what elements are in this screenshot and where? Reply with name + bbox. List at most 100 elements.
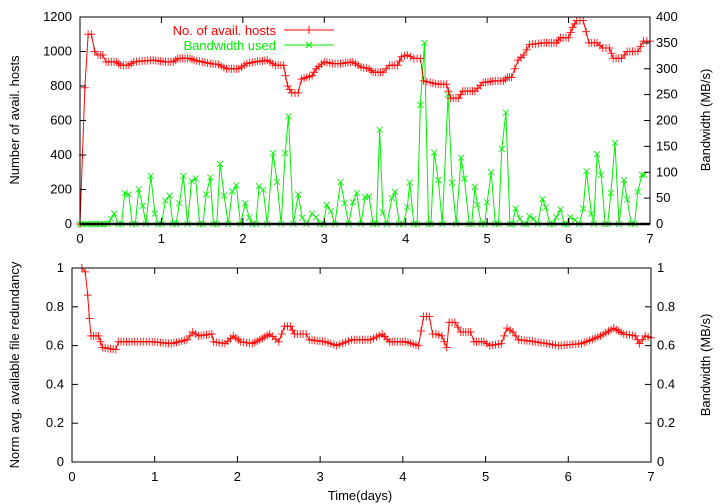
top-plot-ticks: 0 1 2 3 4 5 6 702004006008001000120005010015020…	[43, 9, 678, 246]
point-bandwidth-used	[228, 188, 236, 195]
top-plot-marks	[76, 16, 654, 228]
point-norm-avg-available-file-redundancy	[111, 345, 120, 354]
legend: No. of avail. hosts Bandwidth used	[173, 23, 334, 53]
point-bandwidth-used	[241, 199, 249, 207]
point-bandwidth-used	[516, 215, 524, 223]
point-no-of-avail-hosts	[570, 19, 579, 28]
x-tick-label: 6	[565, 469, 572, 484]
bottom-plot-frame	[71, 267, 652, 463]
point-norm-avg-available-file-redundancy	[277, 329, 286, 338]
point-no-of-avail-hosts	[185, 54, 194, 63]
point-bandwidth-used	[553, 213, 560, 221]
point-bandwidth-used	[502, 109, 510, 117]
y-tick-label: 0.6	[46, 338, 64, 353]
point-norm-avg-available-file-redundancy	[207, 329, 216, 338]
point-no-of-avail-hosts	[499, 76, 508, 85]
point-no-of-avail-hosts	[279, 61, 288, 70]
point-bandwidth-used	[607, 189, 615, 197]
point-bandwidth-used	[162, 197, 169, 205]
point-no-of-avail-hosts	[90, 47, 99, 56]
x-tick-label: 2	[234, 469, 241, 484]
x-tick-label: 3	[321, 231, 328, 246]
point-bandwidth-used	[269, 149, 277, 157]
point-norm-avg-available-file-redundancy	[81, 267, 90, 276]
point-bandwidth-used	[388, 194, 396, 202]
point-bandwidth-used	[192, 175, 199, 182]
x-tick-label: 7	[646, 231, 653, 246]
point-no-of-avail-hosts	[582, 27, 591, 36]
y2-tick-label: 250	[656, 87, 678, 102]
point-bandwidth-used	[285, 113, 292, 120]
point-no-of-avail-hosts	[442, 80, 451, 89]
point-bandwidth-used	[349, 198, 357, 206]
x-axis-label: Time(days)	[328, 488, 393, 503]
point-no-of-avail-hosts	[171, 56, 180, 65]
y-tick-label: 0.2	[46, 415, 64, 430]
point-no-of-avail-hosts	[406, 52, 415, 61]
point-bandwidth-used	[620, 176, 628, 184]
top-y-axis-label: Number of avail. hosts	[7, 55, 22, 185]
point-no-of-avail-hosts	[114, 59, 123, 68]
point-no-of-avail-hosts	[566, 28, 575, 37]
bottom-plot-marks	[77, 264, 655, 354]
point-bandwidth-used	[216, 160, 224, 168]
point-norm-avg-available-file-redundancy	[286, 322, 295, 331]
point-no-of-avail-hosts	[456, 90, 465, 99]
point-norm-avg-available-file-redundancy	[417, 327, 426, 336]
y-tick-label: 600	[50, 113, 72, 128]
point-bandwidth-used	[107, 215, 115, 223]
x-tick-label: 0	[76, 231, 83, 246]
point-no-of-avail-hosts	[281, 71, 290, 80]
point-bandwidth-used	[202, 191, 210, 198]
point-bandwidth-used	[460, 175, 468, 182]
point-norm-avg-available-file-redundancy	[466, 328, 475, 337]
y2-tick-label: 350	[656, 35, 678, 50]
point-no-of-avail-hosts	[187, 55, 196, 64]
point-norm-avg-available-file-redundancy	[450, 318, 459, 327]
point-bandwidth-used	[379, 209, 387, 216]
point-no-of-avail-hosts	[98, 50, 107, 59]
point-no-of-avail-hosts	[607, 49, 616, 58]
point-no-of-avail-hosts	[308, 71, 317, 80]
point-bandwidth-used	[175, 199, 183, 207]
point-bandwidth-used	[151, 210, 159, 218]
point-norm-avg-available-file-redundancy	[274, 337, 283, 346]
y2-tick-label: 400	[656, 9, 678, 24]
point-bandwidth-used	[638, 171, 646, 179]
point-bandwidth-used	[448, 179, 456, 186]
point-bandwidth-used	[421, 39, 428, 47]
point-no-of-avail-hosts	[87, 30, 96, 39]
y2-tick-label: 0.2	[657, 415, 675, 430]
point-no-of-avail-hosts	[507, 73, 516, 82]
point-bandwidth-used	[135, 185, 142, 193]
legend-label-hosts: No. of avail. hosts	[173, 23, 277, 38]
top-y2-axis-label: Bandwidth (MB/s)	[698, 69, 713, 172]
point-no-of-avail-hosts	[294, 88, 303, 97]
point-no-of-avail-hosts	[112, 57, 121, 66]
point-bandwidth-used	[353, 189, 361, 197]
bottom-y2-axis-label: Bandwidth (MB/s)	[698, 314, 713, 417]
point-no-of-avail-hosts	[393, 61, 402, 70]
point-no-of-avail-hosts	[519, 50, 528, 59]
point-norm-avg-available-file-redundancy	[288, 326, 297, 335]
point-norm-avg-available-file-redundancy	[440, 337, 449, 346]
y-tick-label: 1200	[43, 9, 72, 24]
point-no-of-avail-hosts	[510, 64, 519, 73]
x-tick-label: 1	[151, 469, 158, 484]
top-plot: 0 1 2 3 4 5 6 702004006008001000120005010015020…	[7, 9, 713, 246]
x-tick-label: 2	[239, 231, 246, 246]
point-bandwidth-used	[530, 215, 537, 223]
x-tick-label: 0	[68, 469, 75, 484]
point-bandwidth-used	[294, 191, 302, 198]
point-bandwidth-used	[417, 101, 424, 109]
point-no-of-avail-hosts	[454, 94, 463, 103]
series-line-no-of-avail-hosts	[79, 19, 650, 225]
point-no-of-avail-hosts	[367, 66, 376, 75]
point-norm-avg-available-file-redundancy	[85, 314, 94, 323]
point-bandwidth-used	[341, 199, 348, 207]
point-no-of-avail-hosts	[568, 23, 577, 32]
y-tick-label: 0	[57, 454, 64, 469]
